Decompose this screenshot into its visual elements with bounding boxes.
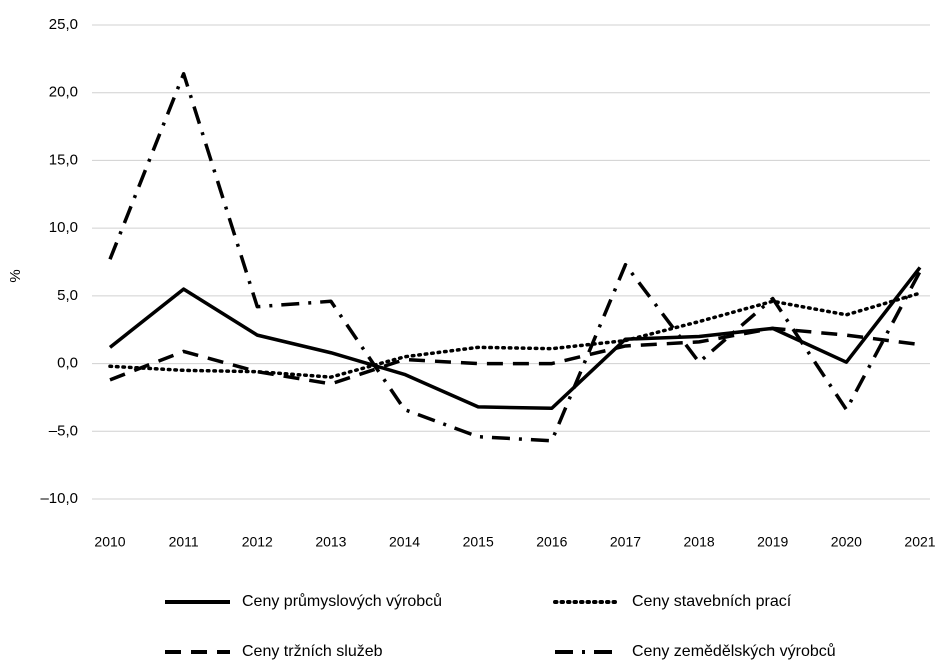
y-tick-label: –10,0 <box>40 490 78 507</box>
y-tick-label: 0,0 <box>57 355 78 372</box>
legend-label: Ceny stavebních prací <box>632 593 792 610</box>
line <box>108 266 922 411</box>
x-tick-label: 2012 <box>242 534 273 550</box>
x-tick-label: 2017 <box>610 534 641 550</box>
x-tick-label: 2013 <box>315 534 346 550</box>
y-tick-label: 5,0 <box>57 287 78 304</box>
legend-label: Ceny zemědělských výrobců <box>632 642 836 660</box>
line <box>108 291 922 379</box>
x-tick-label: 2020 <box>831 534 862 550</box>
y-tick-label: 10,0 <box>49 219 78 236</box>
y-axis-label: % <box>7 269 24 282</box>
x-tick-label: 2016 <box>536 534 567 550</box>
y-tick-label: –5,0 <box>49 422 78 439</box>
x-tick-label: 2015 <box>463 534 494 550</box>
x-tick-label: 2010 <box>94 534 125 550</box>
y-tick-label: 25,0 <box>49 16 78 33</box>
x-tick-label: 2011 <box>169 534 199 550</box>
y-tick-label: 20,0 <box>49 84 78 101</box>
line <box>108 72 922 443</box>
legend-label: Ceny tržních služeb <box>242 643 383 660</box>
x-tick-label: 2014 <box>389 534 420 550</box>
legend-label: Ceny průmyslových výrobců <box>242 592 442 610</box>
y-tick-label: 15,0 <box>49 151 78 168</box>
x-tick-label: 2019 <box>757 534 788 550</box>
x-tick-label: 2018 <box>684 534 715 550</box>
line <box>109 326 921 386</box>
x-tick-label: 2021 <box>904 534 935 550</box>
